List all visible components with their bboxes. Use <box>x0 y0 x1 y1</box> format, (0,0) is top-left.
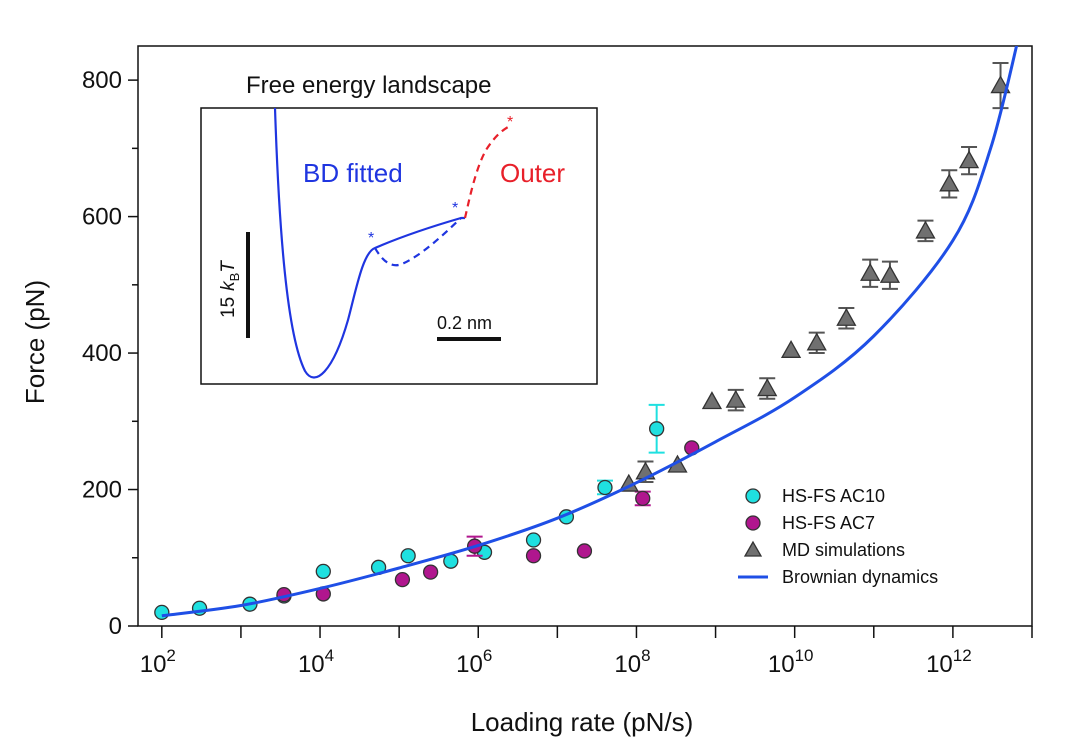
y-tick-label-2: 400 <box>82 340 122 367</box>
series-0-point-4 <box>315 563 331 580</box>
inset-marker-2: * <box>452 200 458 217</box>
inset-energy-scale-label: 15 kBT <box>218 260 242 318</box>
series-2-point-8 <box>836 307 857 326</box>
series-1-point-5 <box>525 548 542 564</box>
x-tick-label-1: 104 <box>298 646 334 678</box>
inset-energy-scale-t: T <box>218 260 239 273</box>
x-tick-label-exp-3: 8 <box>641 646 650 665</box>
x-tick-label-exp-2: 6 <box>483 646 492 665</box>
x-tick-label-0: 102 <box>140 646 176 678</box>
y-axis-title: Force (pN) <box>20 280 50 404</box>
series-2-point-3 <box>701 391 723 410</box>
series-1-point-6 <box>576 543 593 559</box>
legend-marker-ac7 <box>745 515 761 531</box>
series-2-point-5 <box>757 378 778 397</box>
series-2-point-11 <box>915 220 936 239</box>
legend-label-ac10: HS-FS AC10 <box>782 486 885 506</box>
inset-label-fitted: BD fitted <box>303 158 403 188</box>
series-2-point-9 <box>860 262 881 281</box>
x-tick-label-base-2: 10 <box>456 651 483 678</box>
y-tick-label-3: 600 <box>82 204 122 231</box>
inset-marker-1: * <box>368 230 374 247</box>
inset-fitted-curve <box>273 107 465 379</box>
series-2-point-7 <box>806 332 827 351</box>
brownian-dynamics-line <box>161 46 1019 618</box>
series-2-point-13 <box>958 150 980 169</box>
inset-frame <box>200 107 598 385</box>
legend-label-md: MD simulations <box>782 540 905 560</box>
inset-energy-scale-sub: B <box>227 273 242 282</box>
series-2-point-12 <box>939 173 960 192</box>
series-1-point-2 <box>394 571 411 588</box>
x-tick-label-5: 1012 <box>926 646 972 678</box>
inset-free-energy: Free energy landscape * * * BD fitted Ou… <box>200 72 598 385</box>
inset-energy-scale-k: k <box>218 280 239 291</box>
plot-frame <box>137 45 1033 627</box>
x-tick-label-exp-4: 10 <box>795 646 814 665</box>
inset-outer-dashed-curve <box>463 123 513 219</box>
inset-label-outer: Outer <box>500 158 565 188</box>
y-tick-label-0: 0 <box>109 613 122 640</box>
legend: HS-FS AC10 HS-FS AC7 MD simulations Brow… <box>738 486 938 587</box>
series-0-point-11 <box>597 479 613 496</box>
x-tick-label-exp-5: 12 <box>953 646 972 665</box>
series-2-point-10 <box>879 264 901 283</box>
series-0-point-0 <box>154 604 170 621</box>
inset-fitted-dashed-curve <box>374 217 462 267</box>
series-2-point-4 <box>725 389 746 408</box>
x-tick-label-base-5: 10 <box>926 651 953 678</box>
series-0-point-6 <box>400 548 416 564</box>
legend-label-bd: Brownian dynamics <box>782 567 938 587</box>
legend-label-ac7: HS-FS AC7 <box>782 513 875 533</box>
inset-length-scale-label: 0.2 nm <box>437 313 492 333</box>
x-tick-label-exp-0: 2 <box>166 646 175 665</box>
series-1-point-3 <box>422 564 439 580</box>
x-tick-label-base-4: 10 <box>768 651 795 678</box>
series-1-point-7 <box>635 490 651 507</box>
series-0-point-9 <box>525 532 542 548</box>
x-axis-title: Loading rate (pN/s) <box>471 707 694 737</box>
x-tick-label-4: 1010 <box>768 646 814 678</box>
series-layer <box>154 46 1019 621</box>
legend-marker-ac10 <box>745 488 761 504</box>
inset-marker-3: * <box>507 114 513 131</box>
series-0-point-12 <box>649 421 665 437</box>
x-tick-label-exp-1: 4 <box>325 646 334 665</box>
series-2-point-6 <box>780 340 802 358</box>
x-tick-label-base-3: 10 <box>614 651 641 678</box>
x-tick-label-base-1: 10 <box>298 651 325 678</box>
x-tick-label-3: 108 <box>614 646 650 678</box>
inset-title: Free energy landscape <box>246 72 491 99</box>
legend-marker-md <box>743 540 763 557</box>
x-tick-label-base-0: 10 <box>140 651 167 678</box>
x-tick-label-2: 106 <box>456 646 492 678</box>
y-tick-label-1: 200 <box>82 477 122 504</box>
y-tick-label-4: 800 <box>82 67 122 94</box>
inset-energy-scale-value: 15 <box>218 297 239 318</box>
